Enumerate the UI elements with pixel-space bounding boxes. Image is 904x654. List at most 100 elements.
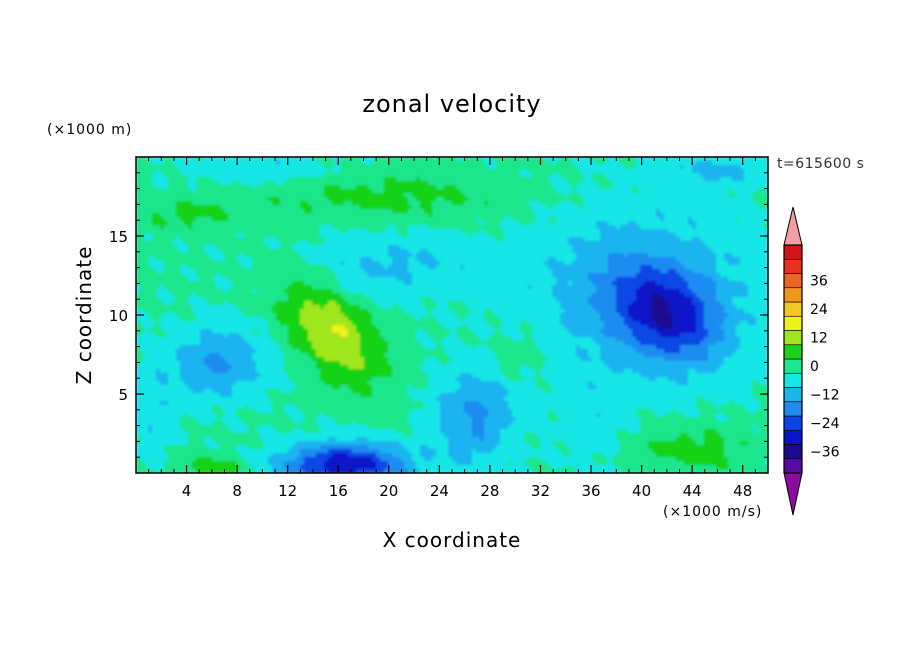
heatmap-cell [280,221,285,226]
heatmap-cell [564,201,569,206]
heatmap-cell [456,181,461,186]
heatmap-cell [608,169,613,174]
heatmap-cell [384,249,389,254]
heatmap-cell [684,221,689,226]
heatmap-cell [380,261,385,266]
heatmap-cell [148,249,153,254]
heatmap-cell [600,189,605,194]
heatmap-cell [512,205,517,210]
heatmap-cell [580,245,585,250]
heatmap-cell [672,177,677,182]
heatmap-cell [288,225,293,230]
heatmap-cell [556,209,561,214]
heatmap-cell [596,273,601,278]
heatmap-cell [764,197,768,202]
heatmap-cell [376,181,381,186]
heatmap-cell [372,281,377,286]
heatmap-cell [428,221,433,226]
heatmap-cell [448,177,453,182]
heatmap-cell [512,233,517,238]
heatmap-cell [160,189,165,194]
heatmap-cell [656,221,661,226]
heatmap-cell [468,241,473,246]
heatmap-cell [696,245,701,250]
y-axis-unit: (×1000 m) [47,122,132,138]
heatmap-cell [268,193,273,198]
heatmap-cell [468,261,473,266]
heatmap-cell [720,257,725,262]
heatmap-cell [484,173,489,178]
heatmap-cell [332,257,337,262]
heatmap-cell [592,233,597,238]
heatmap-cell [488,273,493,278]
heatmap-cell [308,213,313,218]
heatmap-cell [240,205,245,210]
heatmap-cell [528,177,533,182]
heatmap-cell [152,189,157,194]
heatmap-cell [516,237,521,242]
heatmap-cell [304,165,309,170]
heatmap-cell [388,185,393,190]
heatmap-cell [500,213,505,218]
heatmap-cell [404,273,409,278]
heatmap-cell [260,177,265,182]
heatmap-cell [624,185,629,190]
heatmap-cell [192,181,197,186]
heatmap-cell [448,165,453,170]
heatmap-cell [280,257,285,262]
heatmap-cell [708,209,713,214]
heatmap-cell [452,265,457,270]
heatmap-cell [200,229,205,234]
heatmap-cell [428,269,433,274]
heatmap-cell [572,197,577,202]
heatmap-cell [716,225,721,230]
heatmap-cell [316,237,321,242]
heatmap-cell [168,161,173,166]
heatmap-cell [644,205,649,210]
heatmap-cell [540,205,545,210]
heatmap-cell [596,265,601,270]
heatmap-cell [628,205,633,210]
heatmap-cell [544,217,549,222]
heatmap-cell [260,209,265,214]
heatmap-cell [296,197,301,202]
heatmap-cell [452,277,457,282]
heatmap-cell [280,249,285,254]
heatmap-cell [272,217,277,222]
heatmap-cell [256,229,261,234]
heatmap-cell [500,237,505,242]
heatmap-cell [196,181,201,186]
heatmap-cell [244,281,249,286]
heatmap-cell [756,169,761,174]
heatmap-cell [704,197,709,202]
heatmap-cell [276,213,281,218]
heatmap-cell [584,277,589,282]
heatmap-cell [628,229,633,234]
heatmap-cell [416,281,421,286]
heatmap-cell [460,241,465,246]
heatmap-cell [340,169,345,174]
heatmap-cell [656,269,661,274]
heatmap-cell [696,269,701,274]
heatmap-cell [668,201,673,206]
heatmap-cell [448,281,453,286]
heatmap-cell [656,249,661,254]
heatmap-cell [620,201,625,206]
heatmap-cell [428,253,433,258]
heatmap-cell [288,169,293,174]
heatmap-cell [728,205,733,210]
heatmap-cell [416,157,421,162]
heatmap-cell [688,157,693,162]
heatmap-cell [200,157,205,162]
heatmap-cell [288,269,293,274]
heatmap-cell [140,241,145,246]
heatmap-cell [404,205,409,210]
heatmap-cell [516,209,521,214]
heatmap-cell [432,193,437,198]
heatmap-cell [584,205,589,210]
heatmap-cell [492,201,497,206]
heatmap-cell [656,173,661,178]
heatmap-cell [308,253,313,258]
heatmap-cell [188,205,193,210]
heatmap-cell [556,229,561,234]
